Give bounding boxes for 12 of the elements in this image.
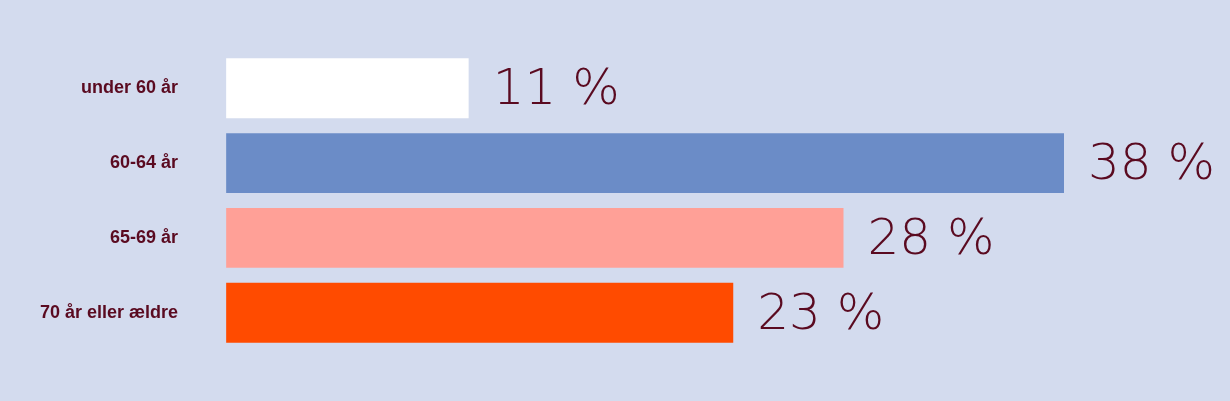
bar xyxy=(226,282,734,343)
data-label: 23 % xyxy=(757,282,885,341)
y-tick-label: 65-69 år xyxy=(110,226,179,247)
y-tick-label: 70 år eller ældre xyxy=(39,301,179,322)
data-label: 28 % xyxy=(867,207,995,266)
bar xyxy=(226,133,1064,194)
bar xyxy=(226,207,844,268)
data-label: 11 % xyxy=(492,58,620,117)
y-tick-label: 60-64 år xyxy=(110,152,179,173)
y-tick-label: under 60 år xyxy=(81,77,179,98)
data-label: 38 % xyxy=(1088,133,1216,192)
bar xyxy=(226,58,469,119)
